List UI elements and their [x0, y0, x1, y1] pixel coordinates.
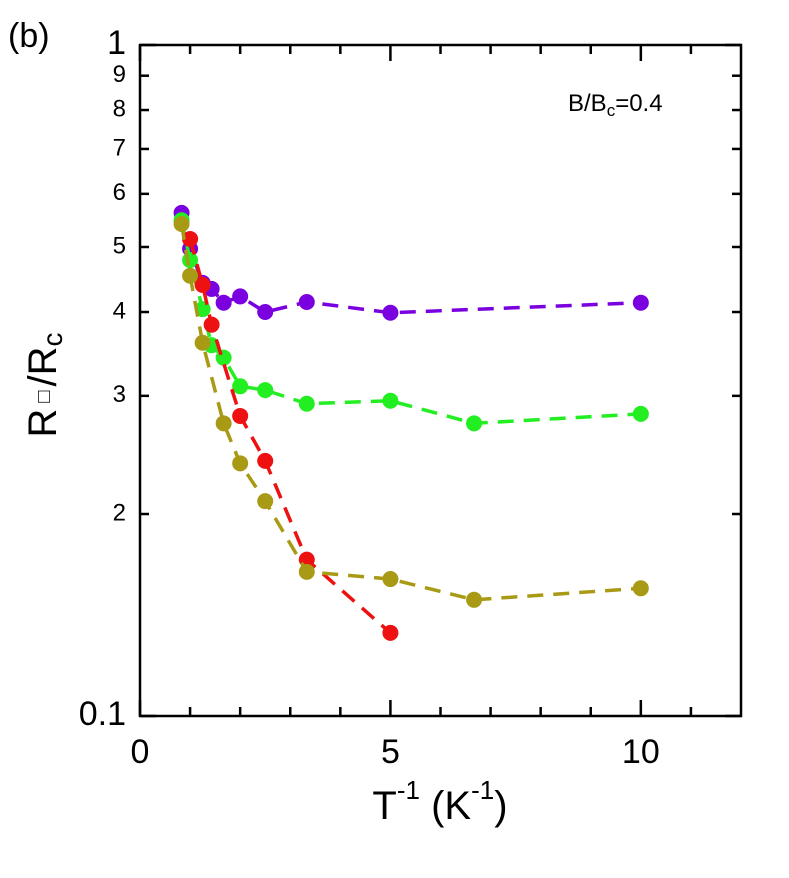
y-tick-label: 6: [113, 179, 126, 206]
data-point: [632, 294, 649, 311]
y-tick-label: 1: [107, 24, 126, 62]
data-point: [298, 293, 315, 310]
data-point: [182, 230, 199, 247]
data-point: [382, 624, 399, 641]
annotation-main: B/B: [568, 90, 607, 117]
data-point: [382, 304, 399, 321]
data-point: [466, 415, 483, 432]
y-tick-label: 2: [113, 499, 126, 526]
x-tick-label: 5: [381, 733, 400, 771]
data-point: [194, 276, 211, 293]
data-point: [215, 349, 232, 366]
plot-frame: [138, 43, 743, 718]
y-tick-label: 9: [113, 61, 126, 88]
series-line: [179, 219, 641, 426]
data-point: [257, 452, 274, 469]
y-tick-label: 4: [113, 297, 126, 324]
series-line: [179, 212, 641, 315]
x-label-end: ): [494, 784, 507, 828]
annotation-sub: c: [607, 101, 616, 120]
data-point: [232, 407, 249, 424]
x-label-sup2: -1: [471, 775, 494, 805]
data-point: [232, 378, 249, 395]
x-axis-label: T-1 (K-1): [372, 775, 507, 828]
data-point: [382, 392, 399, 409]
data-point: [257, 493, 274, 510]
data-point: [215, 294, 232, 311]
data-point: [215, 415, 232, 432]
annotation-rest: =0.4: [615, 90, 662, 117]
data-point: [298, 563, 315, 580]
y-tick-label: 8: [113, 95, 126, 122]
data-point: [382, 571, 399, 588]
y-label-mid: /R: [21, 347, 65, 387]
y-axis-label: R □ /Rc: [21, 333, 69, 438]
y-tick-label: 5: [113, 232, 126, 259]
data-point: [232, 455, 249, 472]
panel-label: (b): [8, 17, 50, 55]
data-point: [257, 382, 274, 399]
y-label-box: □: [33, 391, 55, 403]
data-point: [203, 316, 220, 333]
annotation: B/Bc=0.4: [568, 90, 663, 120]
x-label-main: T: [372, 784, 396, 828]
data-point: [232, 288, 249, 305]
data-point: [298, 395, 315, 412]
y-tick-label: 7: [113, 134, 126, 161]
y-label-sub: c: [37, 333, 68, 347]
y-tick-label: 0.1: [79, 695, 126, 733]
data-point: [182, 267, 199, 284]
y-tick-label: 3: [113, 381, 126, 408]
data-point: [632, 405, 649, 422]
series-line: [179, 223, 641, 602]
data-point: [194, 334, 211, 351]
y-label-main: R: [21, 409, 65, 438]
x-label-sup: -1: [397, 775, 420, 805]
data-point: [257, 304, 274, 321]
x-label-mid: (K: [420, 784, 471, 828]
data-point: [173, 216, 190, 233]
data-point: [466, 591, 483, 608]
x-tick-label: 10: [622, 733, 660, 771]
x-tick-label: 0: [131, 733, 150, 771]
data-point: [632, 580, 649, 597]
